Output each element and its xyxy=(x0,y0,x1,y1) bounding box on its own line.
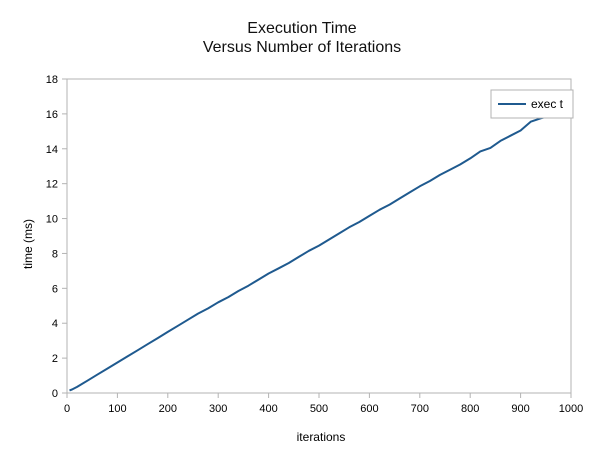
x-tick-label: 500 xyxy=(310,403,328,415)
y-tick-label: 0 xyxy=(52,388,58,400)
x-tick-label: 200 xyxy=(159,403,177,415)
y-tick-label: 10 xyxy=(46,214,58,226)
y-tick-label: 4 xyxy=(52,318,58,330)
x-axis-label: iterations xyxy=(297,430,346,444)
x-tick-label: 900 xyxy=(511,403,529,415)
y-tick-label: 16 xyxy=(46,109,58,121)
x-tick-label: 0 xyxy=(64,403,70,415)
legend-label: exec t xyxy=(531,97,564,111)
chart-subtitle: Versus Number of Iterations xyxy=(202,39,402,56)
y-tick-label: 18 xyxy=(46,74,58,86)
x-tick-label: 100 xyxy=(108,403,126,415)
x-tick-label: 300 xyxy=(209,403,227,415)
y-tick-label: 6 xyxy=(52,283,58,295)
x-tick-label: 1000 xyxy=(559,403,583,415)
y-tick-label: 12 xyxy=(46,179,58,191)
axes: 0 2 4 6 8 10 12 14 16 18 0 100 200 300 400 500 600 700 800… xyxy=(46,74,583,415)
y-tick-label: 2 xyxy=(52,353,58,365)
y-tick-label: 14 xyxy=(46,144,58,156)
x-tick-label: 700 xyxy=(411,403,429,415)
chart-title: Execution Time xyxy=(247,20,357,37)
x-tick-label: 800 xyxy=(461,403,479,415)
legend: exec t xyxy=(490,89,574,119)
plot-area xyxy=(69,114,552,392)
x-tick-label: 400 xyxy=(259,403,277,415)
series-line xyxy=(69,114,552,392)
x-tick-label: 600 xyxy=(360,403,378,415)
y-axis-label: time (ms) xyxy=(21,219,35,269)
plot-frame xyxy=(66,78,572,394)
y-tick-label: 8 xyxy=(52,248,58,260)
